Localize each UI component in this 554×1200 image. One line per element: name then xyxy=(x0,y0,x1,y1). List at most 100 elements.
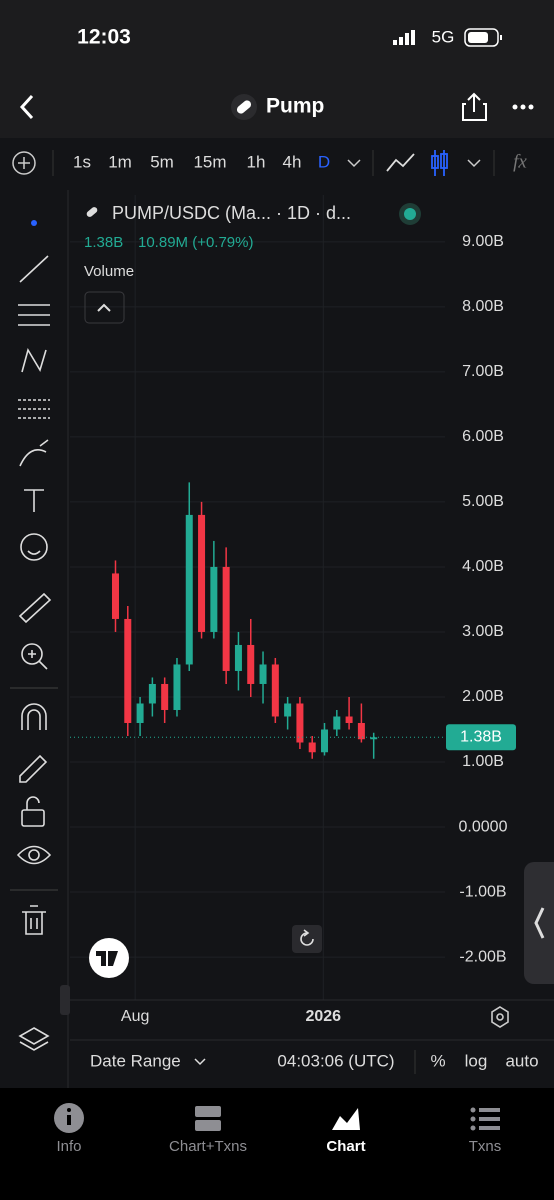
page-title: Pump xyxy=(266,95,324,118)
candle-body xyxy=(370,737,378,740)
zoom-tool[interactable] xyxy=(21,643,48,670)
candle-body xyxy=(271,664,279,717)
tab-label[interactable]: Txns xyxy=(469,1138,502,1155)
candle-body xyxy=(321,729,329,753)
status-dot xyxy=(404,208,416,220)
timeframe-button[interactable]: 1s xyxy=(73,152,91,171)
timeframe-button[interactable]: 5m xyxy=(150,152,174,171)
y-tick-label: -1.00B xyxy=(459,883,506,900)
brush-tool[interactable] xyxy=(19,439,49,467)
chart-toolbar xyxy=(0,138,554,188)
delete-tool[interactable] xyxy=(22,905,46,935)
tab-label[interactable]: Chart+Txns xyxy=(169,1138,247,1155)
top-bar xyxy=(0,0,554,138)
prediction-tool[interactable] xyxy=(18,399,50,419)
y-tick-label: 0.0000 xyxy=(459,818,508,835)
collapse-legend-button[interactable] xyxy=(84,291,125,324)
percent-toggle[interactable]: % xyxy=(430,1051,445,1070)
candle-body xyxy=(296,703,304,743)
settings-button[interactable] xyxy=(491,1006,509,1028)
auto-toggle[interactable]: auto xyxy=(505,1051,538,1070)
chart-txns-icon xyxy=(195,1106,221,1131)
timeframe-button[interactable]: 1h xyxy=(247,152,266,171)
date-range-button[interactable]: Date Range xyxy=(90,1051,181,1070)
y-tick-label: 1.00B xyxy=(462,753,504,770)
y-tick-label: 7.00B xyxy=(462,363,504,380)
status-time: 12:03 xyxy=(77,26,131,49)
candle-body xyxy=(259,664,267,684)
add-indicator-button[interactable] xyxy=(12,151,36,175)
tab-label[interactable]: Chart xyxy=(326,1138,365,1155)
candle-body xyxy=(345,716,353,723)
candle-body xyxy=(222,566,230,671)
share-button[interactable] xyxy=(462,92,487,121)
text-tool[interactable] xyxy=(24,489,44,512)
trend-line-tool[interactable] xyxy=(19,255,49,283)
fib-tool[interactable] xyxy=(18,304,50,326)
candle-body xyxy=(357,722,365,740)
date-range-caret xyxy=(194,1058,206,1066)
y-tick-label: 3.00B xyxy=(462,623,504,640)
candle-body xyxy=(333,716,341,730)
candle-body xyxy=(111,573,119,619)
sidebar-collapse[interactable] xyxy=(60,985,70,1015)
timezone-clock: 04:03:06 (UTC) xyxy=(277,1051,394,1070)
chart-area xyxy=(70,195,554,1000)
info-icon xyxy=(54,1103,84,1133)
ruler-tool[interactable] xyxy=(18,592,52,624)
y-tick-label: -2.00B xyxy=(459,948,506,965)
candle-body xyxy=(198,514,206,632)
line-chart-button[interactable] xyxy=(386,153,415,172)
drawing-tools xyxy=(10,220,58,1051)
timeframe-button[interactable]: 15m xyxy=(193,152,226,171)
candle-body xyxy=(161,683,169,710)
layers-tool[interactable] xyxy=(18,1027,50,1051)
y-tick-label: 5.00B xyxy=(462,493,504,510)
reset-button[interactable] xyxy=(292,925,322,953)
legend-icon xyxy=(86,207,98,217)
txns-icon xyxy=(470,1107,500,1131)
timeframe-button[interactable]: 4h xyxy=(283,152,302,171)
unlock-tool[interactable] xyxy=(21,796,45,827)
chart: 9.00B 8.00B 7.00B 6.00B 5.00B 4.00B 3.00B 2.00B… xyxy=(70,195,516,1025)
tab-label[interactable]: Info xyxy=(56,1138,81,1155)
side-panel-handle[interactable] xyxy=(524,862,554,984)
candle-body xyxy=(185,514,193,665)
interval-dropdown[interactable] xyxy=(347,159,361,168)
y-tick-label: 9.00B xyxy=(462,233,504,250)
emoji-tool[interactable] xyxy=(20,533,48,561)
token-icon xyxy=(231,94,257,120)
volume-change: 10.89M (+0.79%) xyxy=(138,234,253,251)
candle-body xyxy=(234,644,242,671)
magnet-tool[interactable] xyxy=(21,703,47,730)
timeframe-button[interactable]: 1m xyxy=(108,152,132,171)
back-button[interactable] xyxy=(19,94,34,120)
candle-body xyxy=(136,703,144,723)
candle-body xyxy=(247,644,255,684)
function-button[interactable]: fx xyxy=(513,151,527,172)
y-tick-label: 6.00B xyxy=(462,428,504,445)
symbol-title: PUMP/USDC (Ma... · 1D · d... xyxy=(112,203,351,223)
battery-icon xyxy=(464,28,502,47)
volume-value: 1.38B xyxy=(84,234,123,251)
y-tick-label: 4.00B xyxy=(462,558,504,575)
indicator-name: Volume xyxy=(84,263,134,280)
log-toggle[interactable]: log xyxy=(465,1051,488,1070)
last-price-badge xyxy=(446,724,516,751)
candle-body xyxy=(173,664,181,710)
side-panel-arrow xyxy=(534,907,545,939)
y-tick-label: 2.00B xyxy=(462,688,504,705)
visibility-tool[interactable] xyxy=(16,845,52,865)
chart-type-dropdown[interactable] xyxy=(467,159,481,168)
candle-body xyxy=(210,566,218,632)
candle-body xyxy=(284,703,292,717)
pattern-tool[interactable] xyxy=(21,347,47,373)
last-price-label: 1.38B xyxy=(460,729,502,746)
timeframe-button[interactable]: D xyxy=(318,152,330,171)
y-tick-label: 8.00B xyxy=(462,298,504,315)
lock-drawing-tool[interactable] xyxy=(19,754,48,783)
candle-chart-button[interactable] xyxy=(431,150,448,176)
more-button[interactable] xyxy=(512,104,534,110)
